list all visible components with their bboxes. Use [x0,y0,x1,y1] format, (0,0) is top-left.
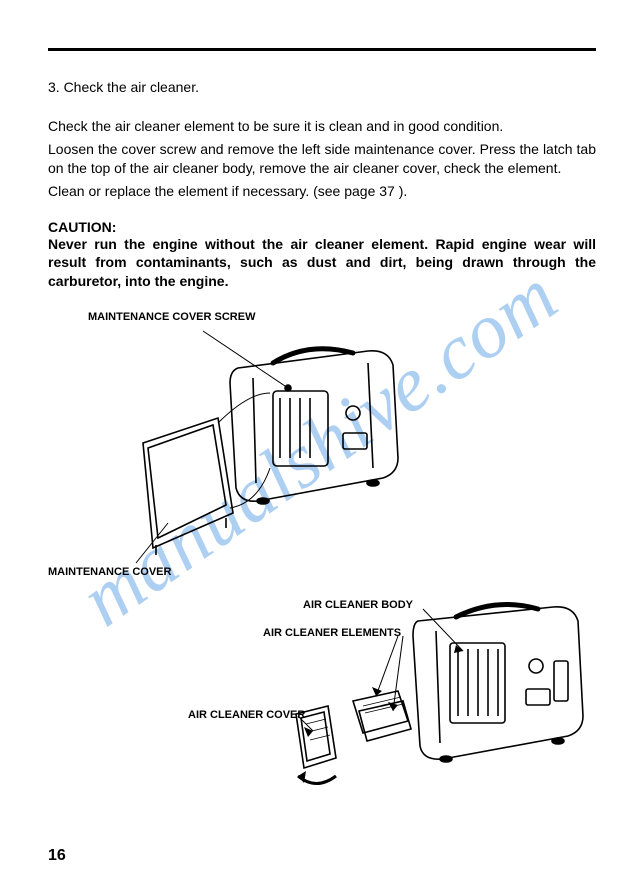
top-horizontal-rule [48,48,596,51]
paragraph-3: Clean or replace the element if necessar… [48,182,596,201]
callout-maintenance-cover-screw: MAINTENANCE COVER SCREW [88,311,255,323]
figure-area: MAINTENANCE COVER SCREW MAINTENANCE COVE… [48,311,596,781]
figure-1-generator-cover [98,323,428,573]
figure-2-air-cleaner [198,601,598,791]
step-title: 3. Check the air cleaner. [48,79,596,95]
page-number: 16 [48,847,66,865]
caution-label: CAUTION: [48,219,596,235]
page-container: 3. Check the air cleaner. Check the air … [0,0,638,893]
caution-text: Never run the engine without the air cle… [48,235,596,292]
paragraph-1: Check the air cleaner element to be sure… [48,117,596,136]
paragraph-2: Loosen the cover screw and remove the le… [48,140,596,178]
